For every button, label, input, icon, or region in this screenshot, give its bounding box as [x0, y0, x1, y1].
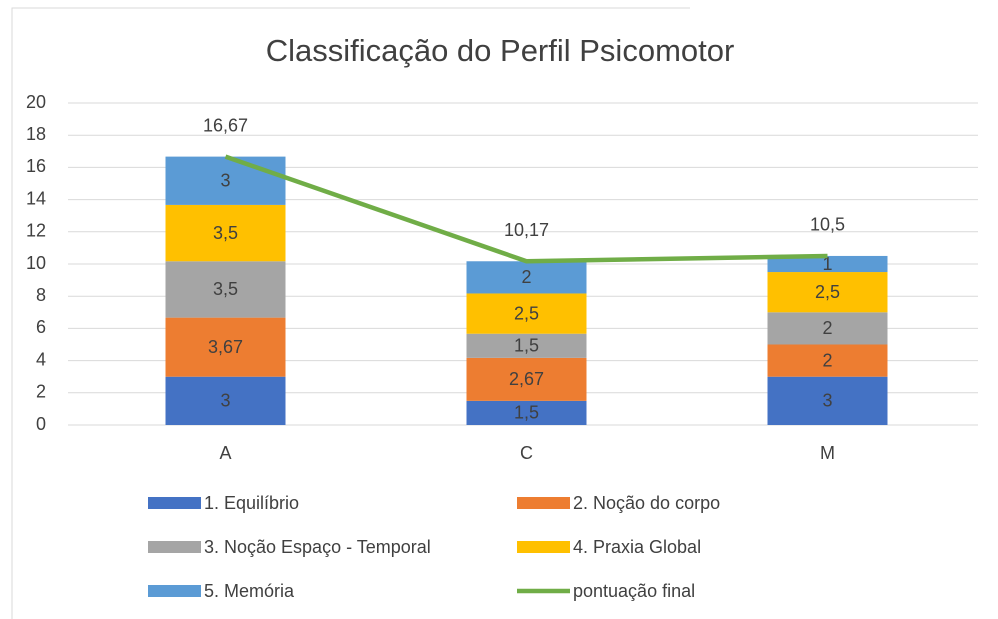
data-label: 3	[220, 171, 230, 191]
bar-segment	[466, 333, 587, 358]
bar-segment	[466, 261, 587, 294]
data-label: 16,67	[203, 115, 248, 135]
data-label: 3	[220, 391, 230, 411]
x-tick-label: C	[520, 443, 533, 463]
chart-border	[11, 7, 690, 619]
legend-swatch	[148, 541, 201, 553]
y-tick-label: 4	[36, 349, 46, 369]
y-tick-label: 6	[36, 317, 46, 337]
bar-segment	[165, 204, 286, 262]
data-label: 3,67	[208, 337, 243, 357]
data-label: 3,5	[213, 279, 238, 299]
data-label: 3	[822, 391, 832, 411]
x-tick-label: M	[820, 443, 835, 463]
legend-label: 2. Noção do corpo	[573, 493, 720, 513]
data-label: 10,5	[810, 215, 845, 235]
legend-label: 5. Memória	[204, 581, 295, 601]
bar-segment	[165, 156, 286, 205]
bar-segment	[165, 317, 286, 377]
data-label: 2	[822, 318, 832, 338]
chart-title: Classificação do Perfil Psicomotor	[266, 33, 735, 68]
y-tick-label: 0	[36, 414, 46, 434]
x-tick-label: A	[219, 443, 231, 463]
bar-segment	[767, 312, 888, 345]
bar-segment	[767, 272, 888, 313]
bar-segment	[466, 357, 587, 401]
y-tick-label: 8	[36, 285, 46, 305]
legend-swatch	[148, 497, 201, 509]
data-label: 2,5	[815, 282, 840, 302]
data-label: 2	[521, 267, 531, 287]
y-tick-label: 20	[26, 92, 46, 112]
bar-segment	[767, 376, 888, 425]
y-tick-label: 2	[36, 382, 46, 402]
data-label: 2,5	[514, 303, 539, 323]
data-label: 1	[822, 254, 832, 274]
bar-segment	[466, 400, 587, 425]
y-tick-label: 18	[26, 124, 46, 144]
line	[224, 154, 828, 264]
legend-label: 3. Noção Espaço - Temporal	[204, 537, 431, 557]
legend-label: 4. Praxia Global	[573, 537, 701, 557]
legend-label: pontuação final	[573, 581, 695, 601]
legend-swatch	[517, 541, 570, 553]
legend-label: 1. Equilíbrio	[204, 493, 299, 513]
bar-segment	[165, 261, 286, 318]
legend-swatch	[517, 497, 570, 509]
y-tick-label: 10	[26, 253, 46, 273]
data-label: 3,5	[213, 223, 238, 243]
y-tick-label: 14	[26, 188, 46, 208]
data-label: 1,5	[514, 403, 539, 423]
data-label: 2,67	[509, 369, 544, 389]
data-label: 2	[822, 350, 832, 370]
bar-segment	[767, 255, 888, 273]
bar-segment	[767, 344, 888, 377]
data-label: 10,17	[504, 220, 549, 240]
y-tick-label: 12	[26, 221, 46, 241]
y-tick-label: 16	[26, 156, 46, 176]
bar-segment	[165, 376, 286, 425]
data-label: 1,5	[514, 336, 539, 356]
bar-segment	[466, 293, 587, 334]
legend-swatch	[148, 585, 201, 597]
